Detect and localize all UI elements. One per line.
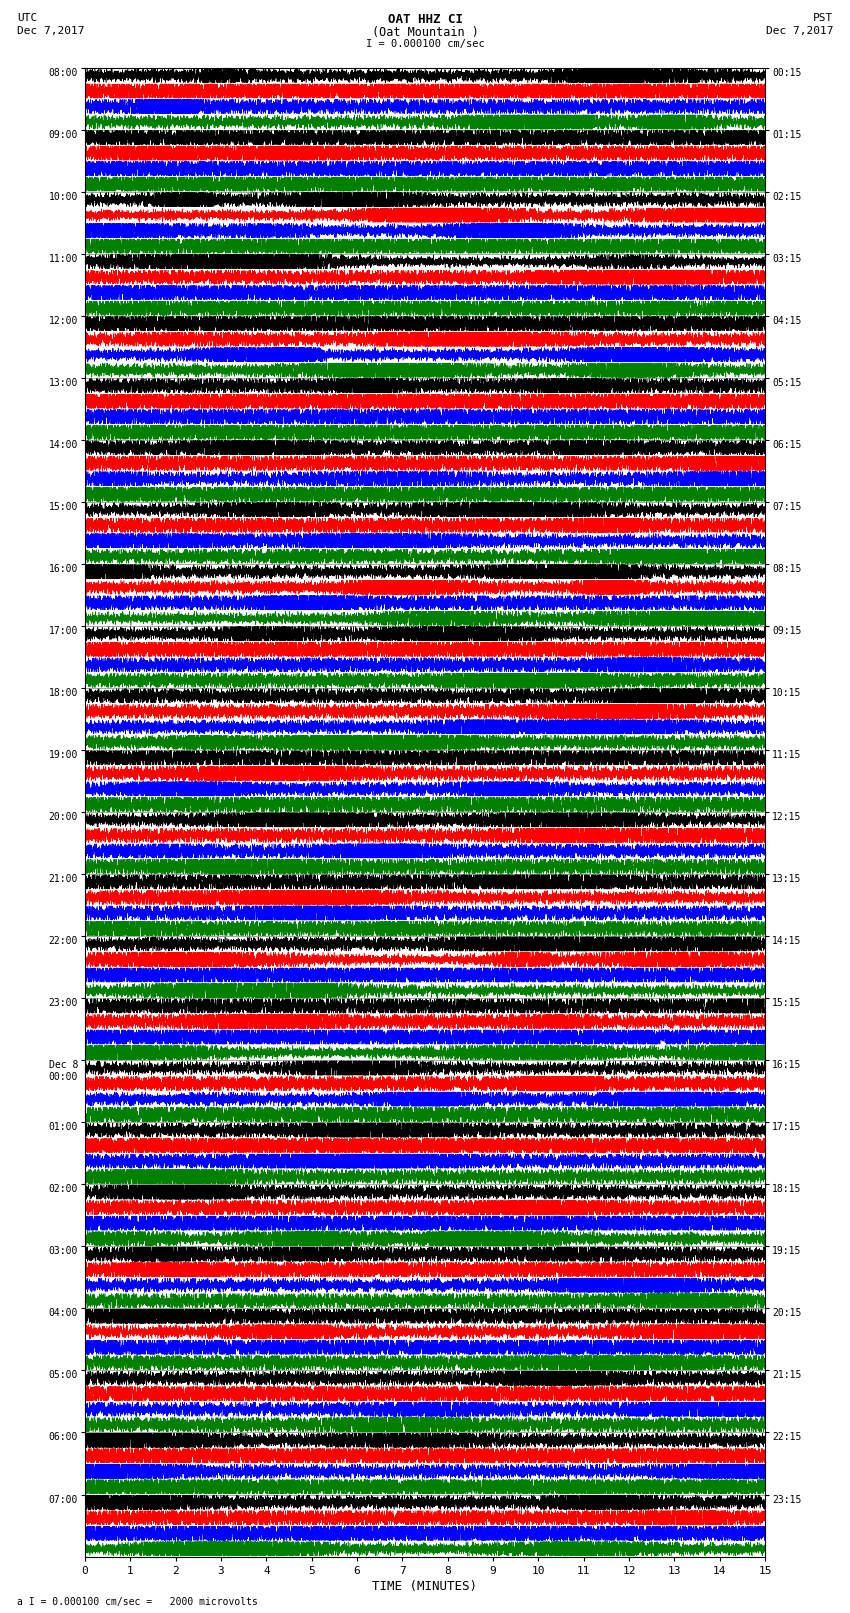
X-axis label: TIME (MINUTES): TIME (MINUTES)	[372, 1579, 478, 1592]
Text: Dec 7,2017: Dec 7,2017	[766, 26, 833, 35]
Text: UTC: UTC	[17, 13, 37, 23]
Text: (Oat Mountain ): (Oat Mountain )	[371, 26, 479, 39]
Text: PST: PST	[813, 13, 833, 23]
Text: I = 0.000100 cm/sec: I = 0.000100 cm/sec	[366, 39, 484, 48]
Text: Dec 7,2017: Dec 7,2017	[17, 26, 84, 35]
Text: a I = 0.000100 cm/sec =   2000 microvolts: a I = 0.000100 cm/sec = 2000 microvolts	[17, 1597, 258, 1607]
Text: OAT HHZ CI: OAT HHZ CI	[388, 13, 462, 26]
